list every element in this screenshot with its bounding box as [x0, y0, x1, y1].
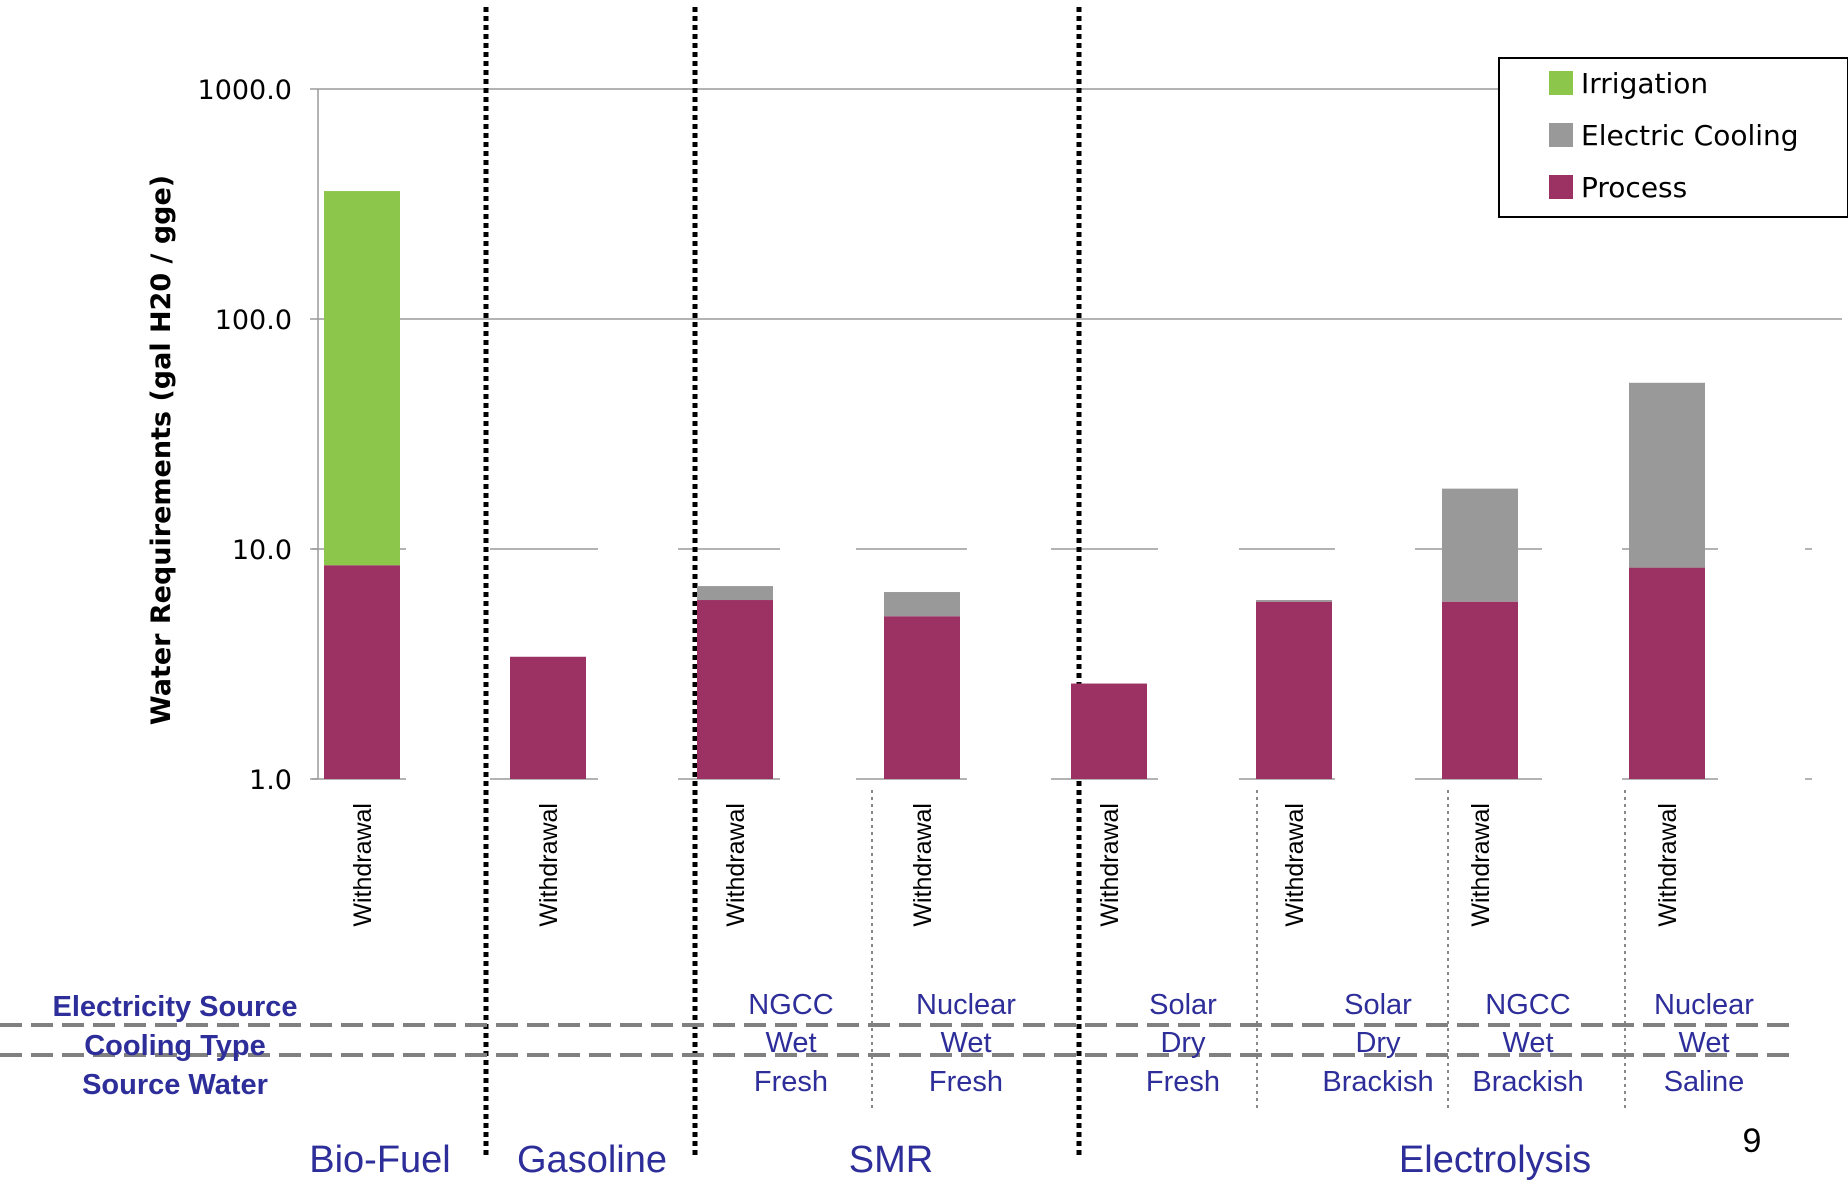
y-axis-label: Water Requirements (gal H20 / gge)	[146, 175, 177, 725]
table-cell: Fresh	[754, 1066, 828, 1098]
bars	[324, 191, 1705, 779]
table-cell: Nuclear	[916, 989, 1016, 1021]
table-cell: Wet	[1502, 1027, 1553, 1059]
legend-swatch	[1549, 123, 1573, 147]
group-label: Bio-Fuel	[309, 1139, 451, 1180]
table-cell: Wet	[940, 1027, 991, 1059]
group-label: SMR	[849, 1139, 933, 1180]
legend: Irrigation Electric Cooling Process	[1498, 57, 1848, 218]
table-row-label: Source Water	[82, 1069, 268, 1101]
bar-process	[1256, 601, 1332, 779]
table-cell: Dry	[1160, 1027, 1206, 1059]
table-cell: Brackish	[1472, 1066, 1583, 1098]
y-axis-ticks: 1.0 10.0 100.0 1000.0	[198, 75, 318, 796]
x-tick-label: Withdrawal	[722, 803, 750, 927]
bar-process	[697, 600, 773, 779]
x-tick-label: Withdrawal	[1096, 803, 1124, 927]
y-tick-label: 10.0	[232, 535, 292, 566]
bar-process	[884, 616, 960, 779]
x-tick-label: Withdrawal	[349, 803, 377, 927]
table-cell: Solar	[1149, 989, 1217, 1021]
table-cell: Fresh	[1146, 1066, 1220, 1098]
bar-process	[1629, 567, 1705, 779]
legend-swatch	[1549, 175, 1573, 199]
table-cells: NGCC Wet Fresh Nuclear Wet Fresh Solar Dry Fresh…	[748, 989, 1754, 1098]
table-cell: Wet	[765, 1027, 816, 1059]
x-tick-label: Withdrawal	[909, 803, 937, 927]
y-tick-label: 1.0	[249, 765, 292, 796]
legend-swatch	[1549, 71, 1573, 95]
x-tick-label: Withdrawal	[535, 803, 563, 927]
table-row-label: Electricity Source	[53, 991, 298, 1023]
table-cell: Solar	[1344, 989, 1412, 1021]
table-cell: Saline	[1664, 1066, 1745, 1098]
x-tick-labels: Withdrawal Withdrawal Withdrawal Withdrawal…	[349, 803, 1682, 927]
bar-electric-cooling	[1629, 382, 1705, 568]
table-cell: Brackish	[1322, 1066, 1433, 1098]
table-cell: Dry	[1355, 1027, 1401, 1059]
group-labels: Bio-Fuel Gasoline SMR Electrolysis	[309, 1139, 1591, 1180]
legend-label: Irrigation	[1581, 67, 1708, 100]
page-number: 9	[1743, 1122, 1762, 1160]
group-separators	[483, 7, 1626, 1158]
y-tick-label: 100.0	[215, 305, 292, 336]
x-tick-label: Withdrawal	[1281, 803, 1309, 927]
bar-process	[1071, 683, 1147, 779]
bar-electric-cooling	[1256, 600, 1332, 602]
table-cell: NGCC	[1485, 989, 1570, 1021]
group-label: Gasoline	[517, 1139, 667, 1180]
bar-irrigation	[324, 191, 400, 566]
x-tick-label: Withdrawal	[1654, 803, 1682, 927]
table-dashed-lines	[0, 1023, 1790, 1057]
table-cell: Fresh	[929, 1066, 1003, 1098]
table-cell: NGCC	[748, 989, 833, 1021]
bar-process	[510, 656, 586, 779]
table-row-labels: Electricity Source Cooling Type Source Wat…	[53, 991, 298, 1101]
group-label: Electrolysis	[1399, 1139, 1591, 1180]
legend-label: Electric Cooling	[1581, 119, 1799, 152]
bar-electric-cooling	[1442, 488, 1518, 602]
table-cell: Nuclear	[1654, 989, 1754, 1021]
bar-electric-cooling	[884, 592, 960, 617]
x-tick-label: Withdrawal	[1467, 803, 1495, 927]
table-row-label: Cooling Type	[84, 1030, 266, 1062]
bar-process	[1442, 601, 1518, 779]
table-cell: Wet	[1678, 1027, 1729, 1059]
y-tick-label: 1000.0	[198, 75, 292, 106]
bar-process	[324, 565, 400, 779]
bar-electric-cooling	[697, 586, 773, 601]
legend-label: Process	[1581, 171, 1687, 204]
